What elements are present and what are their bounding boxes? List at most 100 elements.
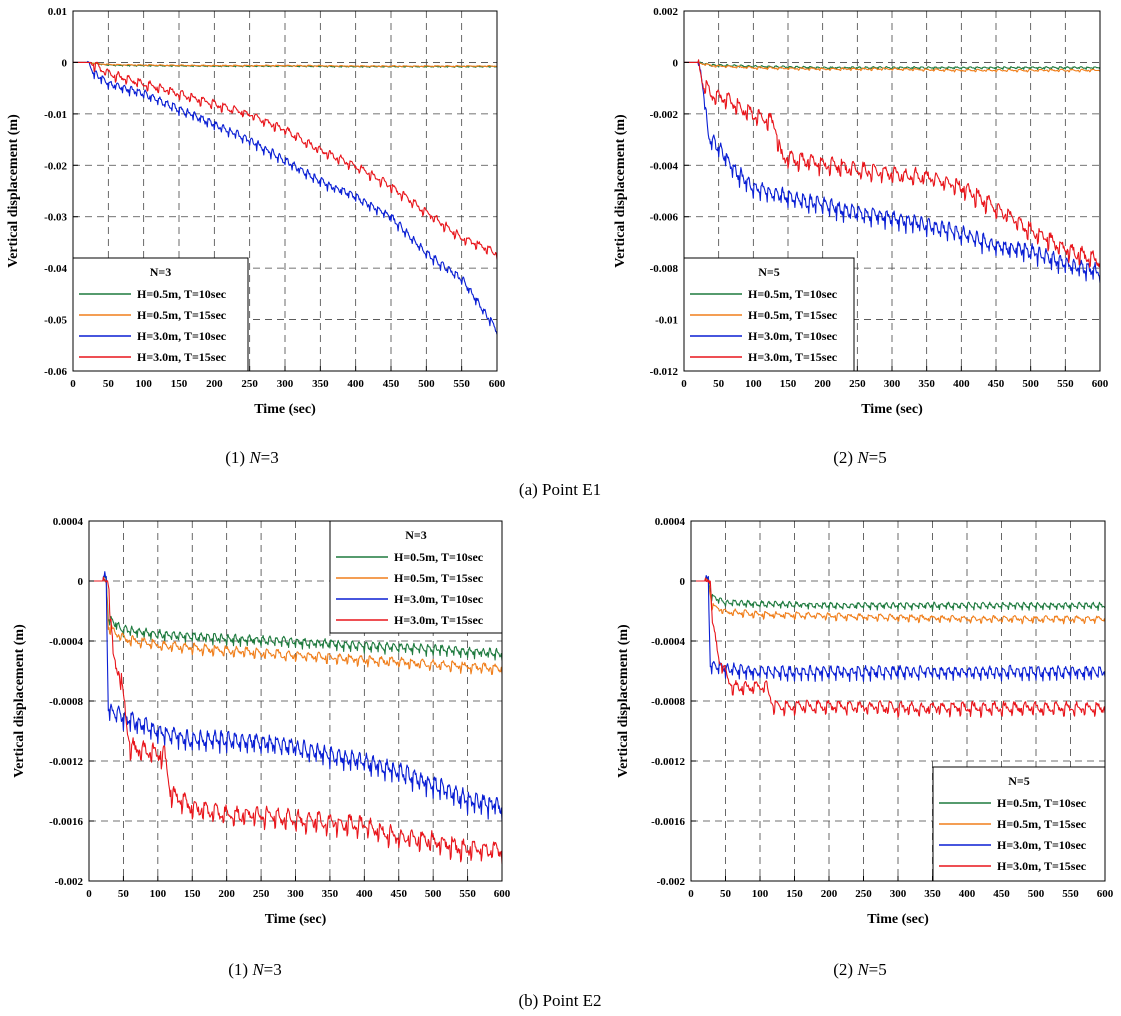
x-tick-label: 500: [1028, 888, 1045, 900]
y-tick-label: -0.0012: [651, 756, 685, 768]
panel-caption: (1) N=3: [228, 960, 282, 979]
x-tick-label: 400: [347, 378, 364, 390]
legend-entry: H=0.5m, T=10sec: [748, 287, 838, 301]
y-tick-label: -0.01: [655, 315, 678, 327]
series-line-2: [89, 571, 503, 822]
legend-entry: H=3.0m, T=15sec: [394, 613, 484, 627]
x-tick-label: 150: [780, 378, 797, 390]
x-axis-title: Time (sec): [254, 402, 316, 417]
legend-box: [329, 520, 503, 634]
series-line-1: [73, 61, 498, 68]
x-tick-label: 350: [322, 888, 339, 900]
x-tick-label: 600: [489, 378, 506, 390]
y-tick-label: -0.0004: [651, 636, 685, 648]
x-tick-label: 300: [277, 378, 294, 390]
x-tick-label: 50: [118, 888, 130, 900]
legend-entry: H=3.0m, T=15sec: [137, 350, 227, 364]
y-tick-label: 0: [62, 57, 68, 69]
series-line-2: [691, 575, 1106, 683]
x-tick-label: 550: [459, 888, 476, 900]
chart-e2-n5: 0 50 100 150 200 250 300 350 400 450 500 550 600 0.00…: [616, 516, 1114, 979]
legend-title: N=3: [405, 528, 427, 542]
y-tick-label: 0: [78, 576, 84, 588]
legend-title: N=3: [150, 265, 172, 279]
legend-entry: H=3.0m, T=10sec: [997, 838, 1087, 852]
legend-entry: H=3.0m, T=10sec: [137, 329, 227, 343]
x-tick-label: 400: [356, 888, 373, 900]
x-tick-label: 300: [884, 378, 901, 390]
series-line-1: [89, 578, 503, 676]
x-tick-label: 400: [953, 378, 970, 390]
x-tick-label: 0: [688, 888, 694, 900]
series-line-3: [684, 59, 1101, 270]
x-tick-label: 150: [184, 888, 201, 900]
legend-entry: H=3.0m, T=15sec: [748, 350, 838, 364]
x-tick-label: 550: [1057, 378, 1074, 390]
x-tick-label: 450: [993, 888, 1010, 900]
series-line-1: [684, 61, 1101, 73]
x-tick-label: 450: [383, 378, 400, 390]
x-tick-label: 200: [218, 888, 235, 900]
legend-entry: H=0.5m, T=15sec: [137, 308, 227, 322]
x-tick-label: 250: [241, 378, 258, 390]
x-tick-label: 0: [86, 888, 92, 900]
x-tick-label: 250: [849, 378, 866, 390]
y-axis-title: Vertical displacement (m): [12, 624, 27, 778]
legend-entry: H=3.0m, T=10sec: [394, 592, 484, 606]
y-axis-title: Vertical displacement (m): [616, 624, 631, 778]
y-tick-label: -0.0012: [49, 756, 83, 768]
series-line-2: [684, 61, 1101, 284]
x-tick-label: 0: [681, 378, 687, 390]
y-tick-label: -0.012: [650, 366, 679, 378]
x-tick-label: 600: [1097, 888, 1114, 900]
legend-entry: H=0.5m, T=15sec: [394, 571, 484, 585]
y-tick-label: -0.004: [650, 160, 679, 172]
y-tick-label: -0.002: [650, 109, 679, 121]
x-tick-label: 300: [890, 888, 907, 900]
x-tick-label: 450: [988, 378, 1005, 390]
x-axis-title: Time (sec): [861, 402, 923, 417]
legend-entry: H=0.5m, T=15sec: [748, 308, 838, 322]
legend-title: N=5: [758, 265, 780, 279]
y-tick-label: 0: [673, 57, 679, 69]
x-tick-label: 100: [135, 378, 152, 390]
x-axis-title: Time (sec): [867, 912, 929, 927]
y-tick-label: 0: [680, 576, 686, 588]
y-tick-label: -0.03: [44, 212, 67, 224]
series-line-0: [89, 574, 503, 661]
y-tick-label: -0.002: [55, 876, 84, 888]
panel-caption: (2) N=5: [833, 960, 887, 979]
section-caption-e2: (b) Point E2: [518, 991, 601, 1010]
x-tick-label: 100: [745, 378, 762, 390]
y-tick-label: -0.008: [650, 263, 679, 275]
y-tick-label: -0.06: [44, 366, 67, 378]
x-tick-label: 150: [171, 378, 188, 390]
y-tick-label: -0.0016: [651, 816, 685, 828]
x-tick-label: 350: [918, 378, 935, 390]
chart-e2-n3: 0 50 100 150 200 250 300 350 400 450 500 550 600 0.00…: [12, 516, 511, 979]
x-tick-label: 200: [206, 378, 223, 390]
x-tick-label: 50: [713, 378, 725, 390]
x-tick-label: 350: [312, 378, 329, 390]
section-caption-e1: (a) Point E1: [519, 480, 601, 499]
chart-e1-n3: 0 50 100 150 200 250 300 350 400 450 500 550 600 0.01…: [6, 6, 506, 467]
series-line-3: [691, 577, 1106, 718]
legend-title: N=5: [1008, 774, 1030, 788]
y-tick-label: -0.0008: [651, 696, 685, 708]
x-tick-label: 550: [453, 378, 470, 390]
y-tick-label: -0.0004: [49, 636, 83, 648]
x-tick-label: 450: [391, 888, 408, 900]
panel-caption: (1) N=3: [225, 448, 279, 467]
y-tick-label: -0.01: [44, 109, 67, 121]
y-tick-label: -0.04: [44, 263, 67, 275]
legend-entry: H=0.5m, T=10sec: [137, 287, 227, 301]
y-tick-label: -0.0008: [49, 696, 83, 708]
x-tick-label: 0: [70, 378, 76, 390]
x-tick-label: 400: [959, 888, 976, 900]
x-tick-label: 500: [1022, 378, 1039, 390]
panel-caption: (2) N=5: [833, 448, 887, 467]
y-tick-label: 0.0004: [655, 516, 686, 528]
x-tick-label: 250: [253, 888, 270, 900]
x-tick-label: 500: [418, 378, 435, 390]
